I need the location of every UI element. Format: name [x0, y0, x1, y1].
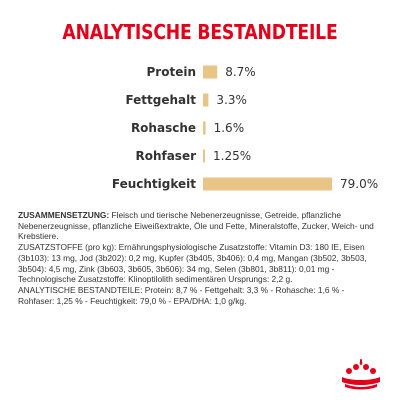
value-label-feuchtigkeit: 79.0% [340, 177, 378, 191]
ingredients-text: ZUSAMMENSETZUNG: Fleisch und tierische N… [18, 210, 382, 306]
value-label-rohfaser: 1.25% [213, 149, 251, 163]
additives-heading: ZUSATZSTOFFE [18, 242, 83, 253]
page-title: ANALYTISCHE BESTANDTEILE [62, 20, 338, 44]
value-label-fettgehalt: 3.3% [216, 93, 247, 107]
value-label-protein: 8.7% [225, 65, 256, 79]
nutrient-bar-chart: Protein 8.7% Fettgehalt 3.3% Rohasche 1.6% Roh… [112, 65, 378, 191]
category-label-feuchtigkeit: Feuchtigkeit [112, 177, 196, 191]
analysis-paragraph: ANALYTISCHE BESTANDTEILE: Protein: 8,7 %… [18, 285, 382, 306]
bar-rohfaser [203, 149, 206, 163]
bar-protein [203, 65, 218, 79]
bar-rohasche [203, 121, 206, 135]
composition-paragraph: ZUSAMMENSETZUNG: Fleisch und tierische N… [18, 210, 382, 242]
analysis-text: Protein: 8,7 % - Fettgehalt: 3,3 % - Roh… [18, 284, 345, 306]
category-label-fettgehalt: Fettgehalt [125, 93, 196, 107]
category-label-protein: Protein [147, 65, 197, 79]
analysis-heading: ANALYTISCHE BESTANDTEILE: [18, 284, 143, 295]
additives-text: (pro kg): Ernährungsphysiologische Zusat… [18, 242, 367, 285]
category-label-rohfaser: Rohfaser [135, 149, 196, 163]
additives-paragraph: ZUSATZSTOFFE (pro kg): Ernährungsphysiol… [18, 242, 382, 285]
bar-fettgehalt [203, 93, 209, 107]
category-label-rohasche: Rohasche [131, 121, 196, 135]
composition-heading: ZUSAMMENSETZUNG: [18, 210, 110, 220]
royal-canin-crown-icon [342, 359, 380, 390]
bar-feuchtigkeit [203, 177, 332, 191]
composition-text: Fleisch und tierische Nebenerzeugnisse, … [18, 210, 374, 242]
value-label-rohasche: 1.6% [214, 121, 245, 135]
